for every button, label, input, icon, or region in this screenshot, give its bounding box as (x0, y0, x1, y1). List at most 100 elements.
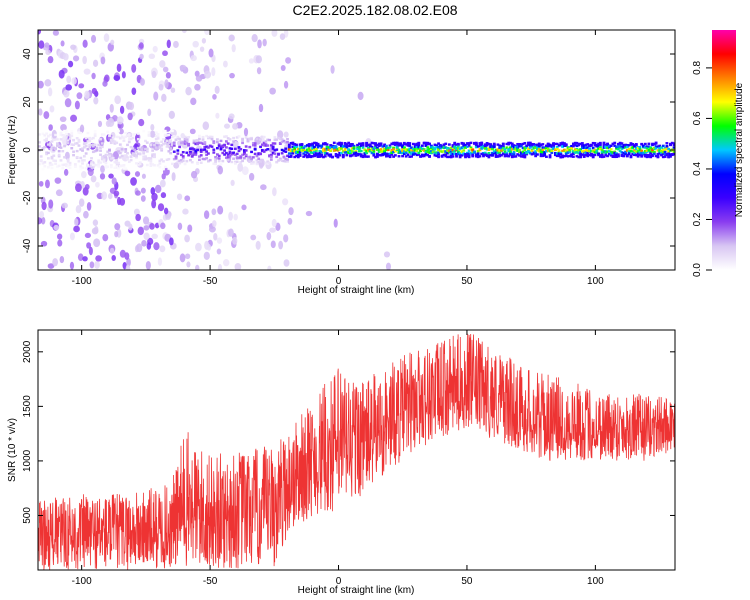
spectrogram-cell (514, 155, 518, 158)
spectrogram-cell (219, 145, 223, 148)
spectrogram-cell (194, 142, 198, 146)
spectrogram-cell (174, 156, 178, 159)
spectrogram-cell (192, 40, 199, 48)
spectrogram-cell (413, 145, 417, 148)
colorbar-label: Normalized spectral amplitude (734, 82, 745, 217)
spectrogram-cell (93, 130, 97, 133)
spectrogram-cell (262, 141, 266, 145)
spectrogram-cell (536, 143, 539, 147)
spectrogram-cell (582, 150, 586, 153)
spectrogram-cell (44, 42, 50, 48)
spectrogram-cell (151, 192, 158, 201)
spectrogram-cell (90, 163, 93, 166)
spectrogram-cell (217, 144, 221, 148)
spectrogram-cell (469, 146, 473, 149)
spectrogram-cell (253, 152, 257, 156)
spectrogram-cell (606, 150, 609, 153)
spectrogram-cell (63, 134, 66, 137)
spectrogram-cell (600, 155, 604, 159)
spectrogram-cell (455, 143, 458, 146)
spectrogram-cell (385, 152, 388, 156)
spectrogram-cell (201, 148, 205, 152)
spectrogram-cell (329, 153, 333, 156)
spectrogram-cell (667, 147, 671, 151)
spectrogram-cell (572, 150, 575, 153)
spectrogram-cell (68, 166, 72, 170)
spectrogram-cell (92, 59, 99, 67)
spectrogram-cell (163, 141, 167, 145)
spectrogram-cell (295, 143, 298, 147)
spectrogram-cell (79, 148, 83, 151)
spectrogram-cell (283, 234, 289, 243)
spectrogram-cell (151, 154, 155, 157)
spectrogram-cell (467, 149, 471, 152)
spectrogram-cell (627, 149, 631, 153)
spectrogram-cell (260, 143, 264, 146)
spectrogram-cell (613, 151, 617, 155)
spectrogram-cell (203, 210, 210, 220)
spectrogram-cell (203, 142, 207, 145)
spectrogram-cell (275, 222, 281, 231)
spectrogram-cell (465, 145, 469, 148)
spectrogram-cell (46, 151, 50, 155)
spectrogram-cell (588, 144, 591, 148)
spectrogram-cell (52, 258, 59, 267)
spectrogram-cell (178, 159, 182, 163)
spectrogram-cell (528, 145, 532, 149)
spectrogram-cell (541, 152, 545, 156)
spectrogram-cell (370, 151, 374, 155)
spectrogram-cell (118, 128, 124, 135)
spectrogram-cell (496, 155, 500, 158)
spectrogram-cell (70, 132, 74, 135)
spectrogram-cell (575, 149, 579, 152)
spectrogram-cell (667, 151, 671, 155)
spectrogram-cell (322, 149, 325, 153)
spectrogram-cell (232, 123, 239, 130)
spectrogram-cell (287, 217, 293, 225)
spectrogram-cell (338, 154, 342, 157)
spectrogram-cell (640, 142, 644, 146)
spectrogram-cell (41, 132, 45, 136)
spectrogram-cell (300, 146, 304, 149)
spectrogram-cell (307, 143, 311, 146)
spectrogram-cell (45, 132, 48, 135)
spectrogram-cell (118, 156, 122, 159)
spectrogram-cell (550, 151, 554, 154)
spectrogram-cell (555, 142, 559, 146)
spectrogram-cell (50, 163, 54, 166)
spectrogram-cell (304, 154, 307, 157)
spectrogram-cell (286, 158, 289, 161)
spectrogram-cell (298, 145, 302, 148)
spectrogram-cell (162, 130, 165, 133)
spectrogram-cell (194, 149, 198, 152)
spectrogram-cell (46, 143, 50, 146)
spectrogram-cell (284, 147, 288, 150)
spectrogram-cell (91, 163, 95, 167)
spectrogram-cell (258, 103, 264, 113)
spectrogram-cell (295, 154, 298, 158)
spectrogram-cell (483, 143, 487, 146)
spectrogram-cell (217, 263, 223, 270)
spectrogram-cell (367, 150, 370, 153)
spectrogram-cell (62, 53, 69, 61)
spectrogram-cell (136, 132, 140, 135)
spectrogram-cell (277, 152, 280, 156)
spectrogram-cell (244, 153, 248, 157)
spectrogram-cell (440, 145, 444, 148)
colorbar-tick-label: 0.2 (692, 212, 703, 226)
spectrogram-cell (291, 145, 295, 148)
spectrogram-cell (248, 58, 255, 64)
spectrogram-cell (464, 146, 467, 149)
spectrogram-cell (97, 163, 101, 167)
spectrogram-cell (61, 163, 65, 167)
snr-x-tick-label: -50 (203, 576, 218, 587)
spectrogram-cell (487, 147, 491, 150)
spectrogram-cell (482, 146, 485, 149)
spectrogram-cell (135, 190, 141, 196)
spectrogram-cell (181, 156, 185, 160)
spectrogram-cell (422, 154, 426, 157)
spectrogram-cell (251, 156, 255, 159)
spectrogram-cell (604, 145, 608, 148)
spectrogram-cell (119, 105, 125, 114)
spectrogram-cell (172, 135, 176, 138)
